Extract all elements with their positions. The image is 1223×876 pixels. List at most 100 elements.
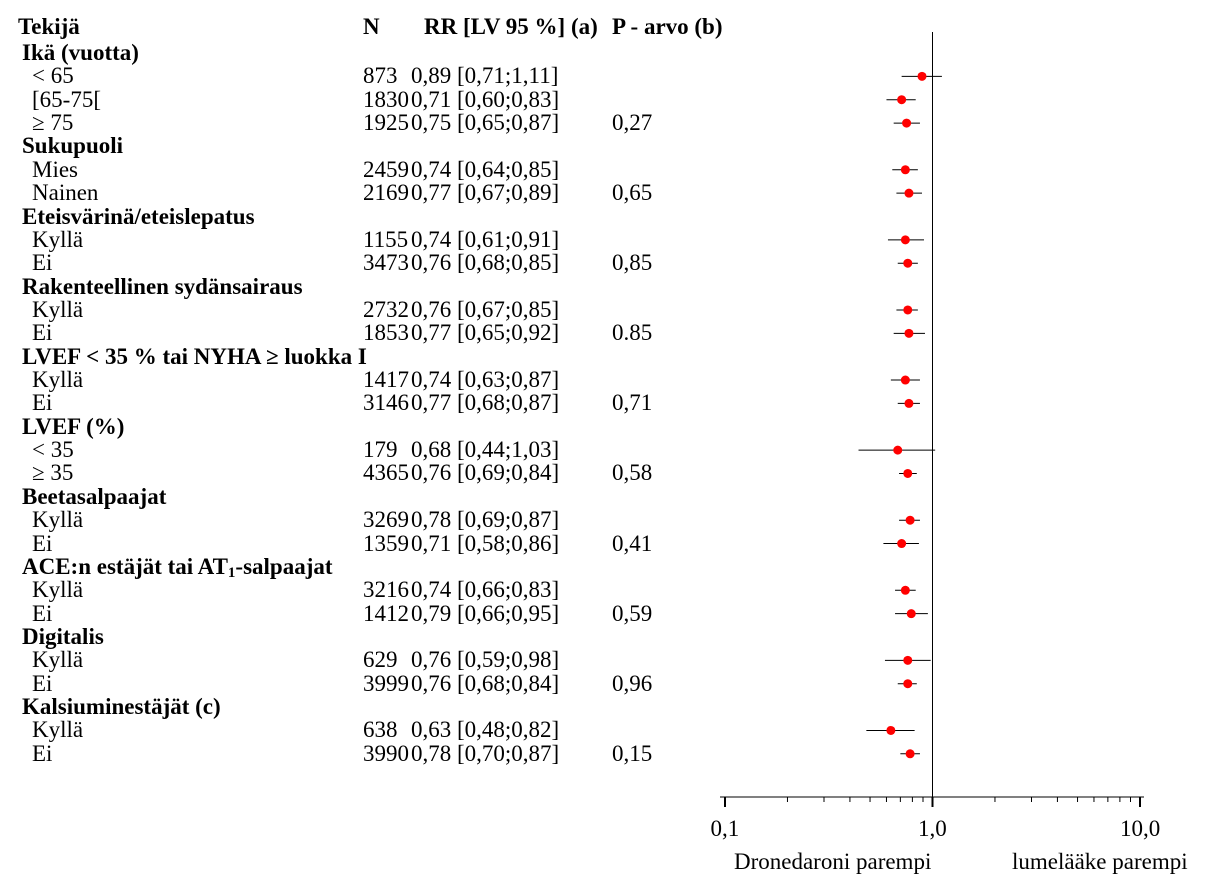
row-ci: 0,77 [0,65;0,92] xyxy=(411,320,560,346)
row-ci: 0,76 [0,59;0,98] xyxy=(411,647,560,673)
row-ci: 0,74 [0,61;0,91] xyxy=(411,226,560,252)
rr-point xyxy=(905,749,915,759)
row-n: 638 xyxy=(363,717,398,743)
row-ci: 0,76 [0,68;0,84] xyxy=(411,670,560,696)
row-ci: 0,63 [0,48;0,82] xyxy=(411,717,560,743)
group-label: LVEF < 35 % tai NYHA ≥ luokka I xyxy=(22,343,367,369)
x-tick-label: 10,0 xyxy=(1120,816,1161,841)
rr-point xyxy=(893,445,903,455)
row-n: 2459 xyxy=(363,156,409,182)
row-label: Kyllä xyxy=(32,367,84,393)
row-n: 1412 xyxy=(363,600,409,626)
group-label: ACE:n estäjät tai AT1-salpaajat xyxy=(22,553,333,585)
group-label: Ikä (vuotta) xyxy=(22,40,139,65)
row-n: 3269 xyxy=(363,507,409,533)
row-ci: 0,74 [0,66;0,83] xyxy=(411,577,560,603)
row-ci: 0,71 [0,60;0,83] xyxy=(411,86,560,112)
rr-point xyxy=(904,328,914,338)
row-ci: 0,77 [0,67;0,89] xyxy=(411,180,560,206)
row-ci: 0,74 [0,63;0,87] xyxy=(411,367,560,393)
row-p-value: 0,41 xyxy=(612,530,653,556)
rr-point xyxy=(900,235,910,245)
row-n: 1925 xyxy=(363,110,409,136)
row-label: Ei xyxy=(32,530,53,556)
row-p-value: 0,59 xyxy=(612,600,653,626)
row-n: 2732 xyxy=(363,296,409,322)
row-label: < 65 xyxy=(32,63,74,89)
row-p-value: 0,15 xyxy=(612,740,653,766)
row-label: Kyllä xyxy=(32,577,84,603)
rr-point xyxy=(903,655,913,665)
rr-point xyxy=(902,118,912,128)
rr-point xyxy=(903,305,913,315)
rr-point xyxy=(905,515,915,525)
row-n: 3990 xyxy=(363,740,409,766)
group-label-subscript: 1 xyxy=(227,564,236,581)
row-label: Mies xyxy=(32,156,78,182)
row-label: Ei xyxy=(32,390,53,416)
row-label: Kyllä xyxy=(32,647,84,673)
row-ci: 0,68 [0,44;1,03] xyxy=(411,437,560,463)
row-label: < 35 xyxy=(32,437,74,463)
row-ci: 0,77 [0,68;0,87] xyxy=(411,390,560,416)
row-n: 3473 xyxy=(363,250,409,276)
row-ci: 0,71 [0,58;0,86] xyxy=(411,530,560,556)
row-label: Ei xyxy=(32,600,53,626)
row-label: Nainen xyxy=(32,180,99,206)
row-ci: 0,76 [0,67;0,85] xyxy=(411,296,560,322)
row-p-value: 0,58 xyxy=(612,460,653,486)
row-ci: 0,89 [0,71;1,11] xyxy=(411,63,559,89)
row-n: 1359 xyxy=(363,530,409,556)
row-n: 1155 xyxy=(363,226,409,252)
footer-right-label: lumelääke parempi xyxy=(1012,849,1188,874)
row-n: 1417 xyxy=(363,367,409,393)
rr-point xyxy=(906,609,916,619)
group-label: Eteisvärinä/eteislepatus xyxy=(22,203,255,229)
rr-point xyxy=(903,468,913,478)
row-n: 4365 xyxy=(363,460,409,486)
row-label: Ei xyxy=(32,670,53,696)
rr-point xyxy=(900,165,910,175)
group-label: Beetasalpaajat xyxy=(22,483,167,509)
row-label: Ei xyxy=(32,320,53,346)
rr-point xyxy=(897,539,907,549)
row-ci: 0,74 [0,64;0,85] xyxy=(411,156,560,182)
header-rr: RR [LV 95 %] (a) xyxy=(424,14,598,39)
rr-point xyxy=(904,398,914,408)
row-n: 1853 xyxy=(363,320,409,346)
row-p-value: 0.85 xyxy=(612,320,653,346)
row-p-value: 0,71 xyxy=(612,390,653,416)
rr-point xyxy=(917,71,927,81)
row-label: Kyllä xyxy=(32,717,84,743)
x-tick-label: 1,0 xyxy=(918,816,947,841)
row-n: 873 xyxy=(363,63,398,89)
row-n: 3216 xyxy=(363,577,409,603)
rr-point xyxy=(904,188,914,198)
row-label: Ei xyxy=(32,740,53,766)
group-label-suffix: -salpaajat xyxy=(235,553,333,579)
row-n: 179 xyxy=(363,437,398,463)
group-label: Kalsiuminestäjät (c) xyxy=(22,694,221,720)
row-n: 2169 xyxy=(363,180,409,206)
group-label: LVEF (%) xyxy=(22,413,125,439)
footer-left-label: Dronedaroni parempi xyxy=(734,849,932,874)
group-label: Digitalis xyxy=(22,624,104,649)
row-n: 1830 xyxy=(363,86,409,112)
row-ci: 0,76 [0,68;0,85] xyxy=(411,250,560,276)
header-p: P - arvo (b) xyxy=(612,14,723,39)
row-p-value: 0,27 xyxy=(612,110,653,136)
row-ci: 0,75 [0,65;0,87] xyxy=(411,110,560,136)
group-label: Rakenteellinen sydänsairaus xyxy=(22,273,303,299)
row-n: 3146 xyxy=(363,390,409,416)
group-label: Sukupuoli xyxy=(22,133,124,159)
rr-point xyxy=(886,725,896,735)
rr-point xyxy=(900,585,910,595)
group-label-text: ACE:n estäjät tai AT xyxy=(22,553,228,579)
row-label: Kyllä xyxy=(32,226,84,252)
row-ci: 0,79 [0,66;0,95] xyxy=(411,600,560,626)
header-n: N xyxy=(363,14,380,39)
row-p-value: 0,96 xyxy=(612,670,653,696)
row-label: ≥ 75 xyxy=(32,110,74,136)
